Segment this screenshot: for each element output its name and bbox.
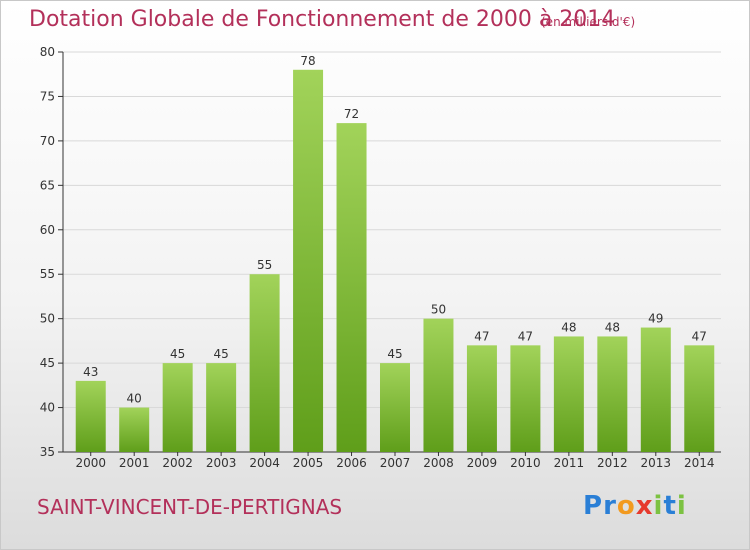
data-label: 47: [518, 329, 533, 343]
data-label: 47: [692, 329, 707, 343]
x-tick-label: 2011: [554, 456, 585, 470]
x-tick-label: 2000: [75, 456, 106, 470]
y-tick-label: 55: [40, 267, 55, 281]
data-label: 50: [431, 303, 446, 317]
commune-name: SAINT-VINCENT-DE-PERTIGNAS: [37, 495, 343, 519]
logo-letter: r: [603, 491, 617, 521]
bar-2006: [336, 123, 367, 452]
bar-2009: [466, 345, 497, 452]
x-tick-label: 2008: [423, 456, 454, 470]
bar-2001: [119, 407, 150, 452]
y-tick-label: 45: [40, 356, 55, 370]
x-tick-label: 2004: [249, 456, 280, 470]
data-label: 47: [474, 329, 489, 343]
data-label: 55: [257, 258, 272, 272]
bar-2005: [293, 69, 324, 453]
data-label: 43: [83, 365, 98, 379]
data-label: 45: [170, 347, 185, 361]
bar-2012: [597, 336, 628, 452]
x-tick-label: 2009: [467, 456, 498, 470]
data-label: 49: [648, 312, 663, 326]
data-label: 72: [344, 107, 359, 121]
proxiti-logo[interactable]: Proxiti: [583, 491, 687, 521]
y-tick-label: 40: [40, 401, 55, 415]
x-tick-label: 2006: [336, 456, 367, 470]
bar-2007: [380, 363, 410, 452]
y-tick-label: 60: [40, 223, 55, 237]
x-tick-label: 2013: [641, 456, 672, 470]
y-tick-label: 80: [40, 45, 55, 59]
bars: [75, 69, 715, 453]
y-tick-label: 35: [40, 445, 55, 459]
x-tick-label: 2001: [119, 456, 150, 470]
data-label: 40: [127, 392, 142, 406]
bar-2014: [684, 345, 715, 452]
y-tick-label: 70: [40, 134, 55, 148]
x-tick-label: 2010: [510, 456, 541, 470]
y-tick-label: 75: [40, 89, 55, 103]
bar-2010: [510, 345, 541, 452]
bar-2008: [423, 318, 454, 452]
logo-letter: x: [635, 491, 654, 521]
bar-2011: [553, 336, 584, 452]
logo-letter: P: [583, 491, 604, 521]
data-label: 45: [213, 347, 228, 361]
logo-letter: t: [663, 491, 677, 521]
x-tick-label: 2002: [162, 456, 193, 470]
logo-letter: o: [616, 491, 636, 521]
logo-letter: i: [676, 491, 687, 521]
bar-2004: [249, 274, 280, 452]
y-tick-label: 50: [40, 312, 55, 326]
data-label: 78: [300, 54, 315, 68]
bar-2003: [206, 363, 237, 452]
y-tick-label: 65: [40, 178, 55, 192]
bar-2013: [640, 327, 671, 452]
data-label: 48: [561, 320, 576, 334]
x-tick-label: 2012: [597, 456, 628, 470]
unit-note: (en milliers d'€): [541, 15, 636, 29]
x-tick-label: 2003: [206, 456, 237, 470]
data-label: 48: [605, 320, 620, 334]
x-tick-label: 2005: [293, 456, 324, 470]
tick-labels: 35 40 45 50 55 60 65 70 75 80 2000 2001 2002 2003 2004…: [40, 45, 715, 470]
data-label: 45: [387, 347, 402, 361]
data-labels: 43 40 45 45 55 78 72 45 50 47 47 48 48 49 47: [83, 54, 707, 406]
x-tick-label: 2014: [684, 456, 715, 470]
chart-title: Dotation Globale de Fonctionnement de 20…: [29, 7, 616, 32]
logo-letter: i: [653, 491, 664, 521]
x-tick-label: 2007: [380, 456, 411, 470]
bar-2000: [75, 380, 106, 452]
bar-2002: [162, 363, 193, 452]
